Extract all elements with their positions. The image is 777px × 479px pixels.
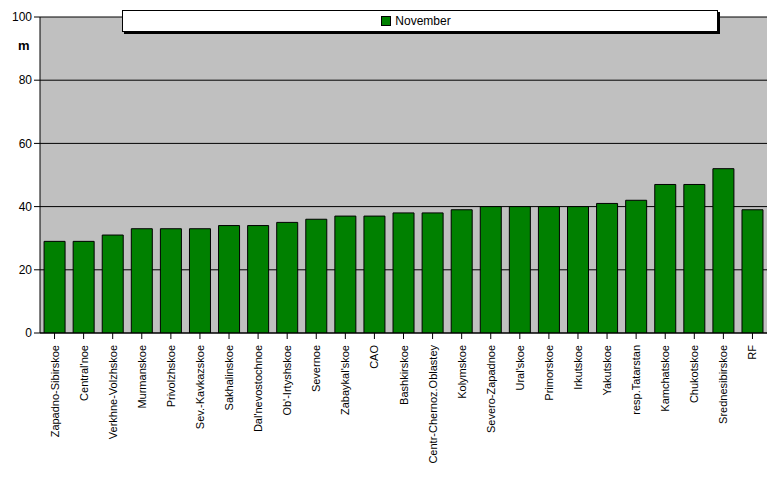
svg-text:Severo-Zapadnoe: Severo-Zapadnoe xyxy=(485,345,497,433)
svg-text:RF: RF xyxy=(746,345,758,360)
html-text:m: m xyxy=(18,38,30,53)
svg-text:Ural'skoe: Ural'skoe xyxy=(514,345,526,391)
svg-text:CAO: CAO xyxy=(368,345,380,369)
svg-text:resp.Tatarstan: resp.Tatarstan xyxy=(630,345,642,415)
svg-text:Dal'nevostochnoe: Dal'nevostochnoe xyxy=(252,345,264,432)
svg-text:80: 80 xyxy=(19,73,33,87)
svg-text:Privolzhskoe: Privolzhskoe xyxy=(165,345,177,407)
svg-text:Zabaykal'skoe: Zabaykal'skoe xyxy=(339,345,351,415)
svg-text:Yakutskoe: Yakutskoe xyxy=(601,345,613,396)
svg-text:Sakhalinskoe: Sakhalinskoe xyxy=(223,345,235,410)
svg-text:Primorskoe: Primorskoe xyxy=(543,345,555,401)
svg-text:Verkhne-Volzhskoe: Verkhne-Volzhskoe xyxy=(107,345,119,439)
svg-text:Irkutskoe: Irkutskoe xyxy=(572,345,584,390)
svg-text:Murmanskoe: Murmanskoe xyxy=(136,345,148,409)
svg-text:Severnoe: Severnoe xyxy=(310,345,322,392)
svg-text:Bashkirskoe: Bashkirskoe xyxy=(398,345,410,405)
svg-text:Kamchatskoe: Kamchatskoe xyxy=(659,345,671,412)
svg-text:Centr-Chernoz.Oblastey: Centr-Chernoz.Oblastey xyxy=(427,345,439,464)
svg-text:100: 100 xyxy=(12,10,32,24)
svg-text:Zapadno-Sibirskoe: Zapadno-Sibirskoe xyxy=(49,345,61,437)
svg-text:20: 20 xyxy=(19,263,33,277)
svg-text:Kolymskoe: Kolymskoe xyxy=(456,345,468,399)
svg-text:Srednesibirskoe: Srednesibirskoe xyxy=(717,345,729,424)
svg-text:Central'noe: Central'noe xyxy=(78,345,90,401)
svg-text:Ob'-Irtyshskoe: Ob'-Irtyshskoe xyxy=(281,345,293,416)
html-text:November: November xyxy=(395,14,451,28)
svg-text:Sev.-Kavkazskoe: Sev.-Kavkazskoe xyxy=(194,345,206,429)
svg-text:0: 0 xyxy=(25,326,32,340)
svg-text:40: 40 xyxy=(19,200,33,214)
svg-text:Chukotskoe: Chukotskoe xyxy=(688,345,700,403)
svg-text:60: 60 xyxy=(19,137,33,151)
